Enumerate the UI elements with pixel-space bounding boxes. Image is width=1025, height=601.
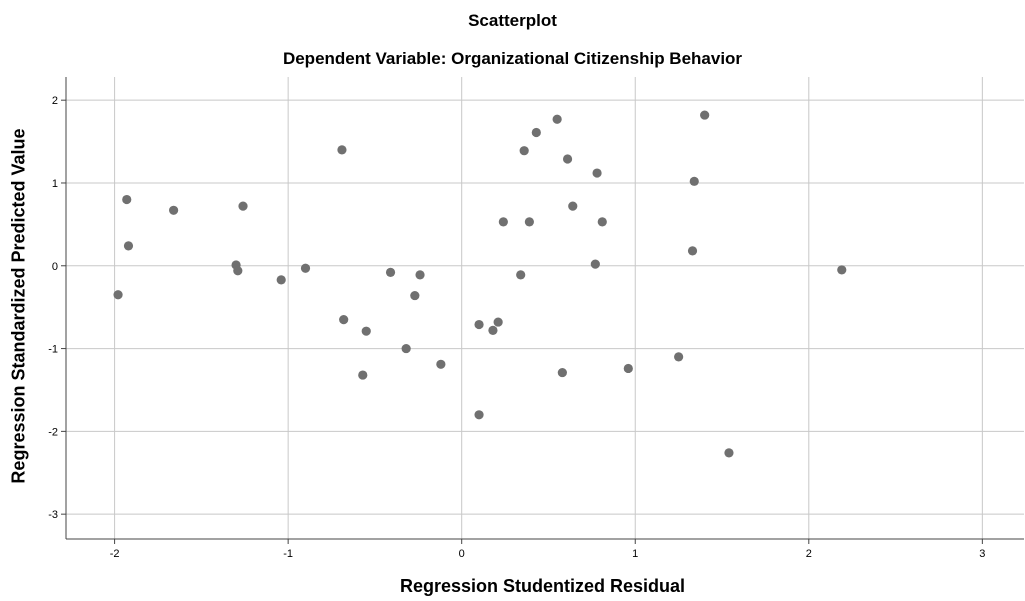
x-tick-label: -1 bbox=[283, 548, 293, 560]
data-point bbox=[568, 201, 578, 211]
data-point bbox=[562, 154, 573, 164]
data-point bbox=[339, 314, 349, 325]
data-point bbox=[337, 145, 347, 155]
x-tick-label: 1 bbox=[632, 548, 638, 560]
data-point bbox=[300, 263, 311, 273]
grid-lines bbox=[66, 77, 1024, 539]
data-point bbox=[592, 168, 602, 178]
axes bbox=[61, 77, 1024, 544]
y-tick-label: 2 bbox=[52, 95, 58, 107]
data-point bbox=[689, 176, 699, 186]
data-point bbox=[597, 217, 607, 227]
data-point bbox=[410, 290, 420, 301]
data-point bbox=[238, 201, 248, 211]
data-point bbox=[276, 275, 286, 285]
data-point bbox=[552, 114, 562, 124]
data-point bbox=[519, 146, 529, 156]
data-point bbox=[385, 267, 396, 277]
data-point bbox=[837, 265, 847, 275]
y-tick-label: -2 bbox=[48, 426, 58, 438]
data-point bbox=[531, 127, 541, 138]
y-tick-label: -1 bbox=[48, 344, 58, 356]
y-tick-label: 0 bbox=[52, 261, 58, 273]
y-tick-label: -3 bbox=[48, 509, 58, 521]
tick-labels: -2 -1 0 1 2 3 -3 -2 -1 0 1 2 bbox=[48, 95, 985, 560]
data-point bbox=[590, 259, 600, 269]
data-point bbox=[474, 319, 484, 330]
data-point bbox=[623, 363, 633, 374]
data-point bbox=[123, 241, 134, 251]
data-point bbox=[358, 370, 368, 380]
data-point bbox=[498, 217, 508, 227]
data-point bbox=[361, 326, 371, 336]
data-point bbox=[700, 110, 710, 120]
data-point bbox=[113, 290, 123, 300]
x-tick-label: 2 bbox=[806, 548, 812, 560]
data-points bbox=[113, 110, 847, 458]
data-point bbox=[493, 317, 503, 327]
data-point bbox=[674, 352, 684, 362]
data-point bbox=[488, 325, 498, 335]
x-axis-label: Regression Studentized Residual bbox=[399, 576, 686, 596]
data-point bbox=[724, 448, 734, 458]
y-tick-label: 1 bbox=[52, 178, 58, 190]
x-tick-label: 0 bbox=[459, 548, 465, 560]
data-point bbox=[233, 266, 243, 276]
x-tick-label: 3 bbox=[979, 548, 985, 560]
data-point bbox=[516, 270, 526, 280]
data-point bbox=[415, 270, 425, 280]
data-point bbox=[122, 194, 132, 205]
data-point bbox=[401, 343, 411, 354]
chart-title: Scatterplot bbox=[468, 11, 557, 30]
x-tick-label: -2 bbox=[110, 548, 120, 560]
y-axis-label: Regression Standardized Predicted Value bbox=[8, 128, 29, 484]
data-point bbox=[436, 359, 446, 369]
chart-subtitle: Dependent Variable: Organizational Citiz… bbox=[282, 49, 743, 68]
data-point bbox=[524, 217, 534, 227]
data-point bbox=[474, 410, 484, 420]
data-point bbox=[169, 205, 179, 215]
data-point bbox=[557, 367, 567, 378]
data-point bbox=[687, 246, 698, 256]
